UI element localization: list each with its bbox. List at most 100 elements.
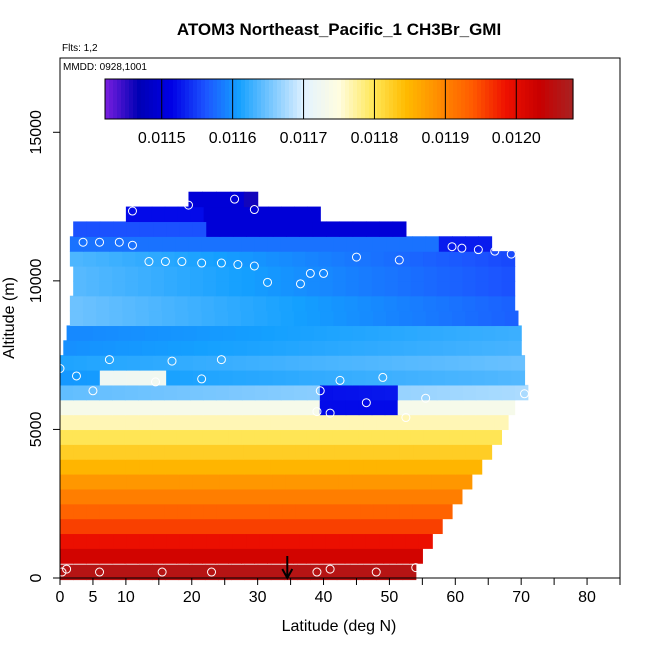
colorbar-segment xyxy=(393,79,398,119)
heatmap-cell xyxy=(189,548,203,564)
heatmap-cell xyxy=(339,533,354,549)
colorbar-segment xyxy=(245,79,250,119)
heatmap-cell xyxy=(86,518,101,535)
heatmap-cell xyxy=(203,503,218,520)
heatmap-cell xyxy=(452,236,466,252)
heatmap-cell xyxy=(389,518,404,535)
heatmap-cell xyxy=(365,474,380,490)
heatmap-cell xyxy=(491,310,506,327)
heatmap-cell xyxy=(475,399,490,416)
colorbar-segment xyxy=(257,79,262,119)
heatmap-cell xyxy=(297,459,311,475)
heatmap-cell xyxy=(111,384,126,401)
observation-point xyxy=(421,393,431,403)
heatmap-cell xyxy=(135,295,149,312)
colorbar-segment xyxy=(225,79,230,119)
colorbar-segment xyxy=(425,79,430,119)
heatmap-cell xyxy=(345,399,360,416)
heatmap-cell xyxy=(122,295,136,312)
colorbar-segment xyxy=(253,79,258,119)
colorbar-segment xyxy=(181,79,186,119)
heatmap-cell xyxy=(270,459,285,475)
heatmap-cell xyxy=(218,459,232,475)
heatmap-cell xyxy=(325,474,340,490)
heatmap-cell xyxy=(365,370,380,386)
heatmap-cell xyxy=(287,325,301,341)
heatmap-cell xyxy=(112,280,126,297)
heatmap-cell xyxy=(286,221,301,237)
heatmap-cell xyxy=(73,459,87,475)
colorbar-segment xyxy=(237,79,242,119)
colorbar-segment xyxy=(193,79,198,119)
heatmap-cell xyxy=(112,459,127,475)
heatmap-cell xyxy=(319,399,334,416)
heatmap-cell xyxy=(272,474,287,490)
heatmap-cell xyxy=(295,444,310,460)
heatmap-cell xyxy=(397,488,411,505)
heatmap-cell xyxy=(248,325,263,341)
colorbar-tick-label: 0.0119 xyxy=(421,130,469,147)
heatmap-cell xyxy=(405,355,419,371)
heatmap-cell xyxy=(439,444,453,460)
heatmap-cell xyxy=(501,280,516,297)
heatmap-cell xyxy=(170,325,185,341)
heatmap-cell xyxy=(331,548,346,564)
heatmap-cell xyxy=(501,295,516,312)
heatmap-cell xyxy=(111,488,126,505)
heatmap-cell xyxy=(488,384,503,401)
heatmap-cell xyxy=(435,488,450,505)
heatmap-cell xyxy=(292,548,307,564)
heatmap-cell xyxy=(138,206,153,223)
colorbar-segment xyxy=(409,79,414,119)
heatmap-cell xyxy=(125,518,140,535)
heatmap-cell xyxy=(82,251,97,267)
heatmap-cell xyxy=(125,459,140,475)
heatmap-cell xyxy=(241,384,256,401)
colorbar-segment xyxy=(405,79,410,119)
heatmap-cell xyxy=(284,414,298,431)
heatmap-cell xyxy=(418,474,433,490)
heatmap-cell xyxy=(376,414,391,431)
observation-point xyxy=(88,386,98,396)
heatmap-cell xyxy=(85,399,100,416)
heatmap-cell xyxy=(166,474,181,490)
heatmap-cell xyxy=(475,280,490,297)
colorbar-segment xyxy=(305,79,310,119)
heatmap-cell xyxy=(284,518,298,535)
heatmap-cell xyxy=(299,533,314,549)
y-tick-label: 10000 xyxy=(28,259,45,304)
heatmap-cell xyxy=(219,355,234,371)
heatmap-cell xyxy=(254,310,269,327)
heatmap-cell xyxy=(204,564,219,581)
observation-point xyxy=(197,258,207,268)
heatmap-cell xyxy=(508,340,522,356)
colorbar-segment xyxy=(165,79,170,119)
heatmap-cell xyxy=(462,399,477,416)
observation-point xyxy=(230,194,240,204)
observation-point xyxy=(57,567,67,577)
heatmap-cell xyxy=(98,384,113,401)
heatmap-cell xyxy=(241,548,255,564)
heatmap-cell xyxy=(257,518,272,535)
heatmap-cell xyxy=(443,325,457,341)
heatmap-cell xyxy=(241,429,256,445)
heatmap-cell xyxy=(60,399,74,416)
heatmap-cell xyxy=(177,266,191,282)
heatmap-cell xyxy=(176,429,191,445)
heatmap-cell xyxy=(163,548,178,564)
heatmap-cell xyxy=(307,310,321,327)
heatmap-cell xyxy=(462,251,476,267)
colorbar-segment xyxy=(529,79,534,119)
heatmap-cell xyxy=(438,503,453,520)
heatmap-cell xyxy=(194,340,208,356)
heatmap-cell xyxy=(501,266,516,282)
heatmap-cell xyxy=(189,399,204,416)
heatmap-cell xyxy=(402,518,417,535)
heatmap-cell xyxy=(86,564,101,581)
heatmap-cell xyxy=(226,251,241,267)
heatmap-cell xyxy=(99,564,114,581)
heatmap-cell xyxy=(389,459,404,475)
observation-point xyxy=(160,257,170,267)
heatmap-cell xyxy=(282,503,296,520)
heatmap-cell xyxy=(293,280,308,297)
